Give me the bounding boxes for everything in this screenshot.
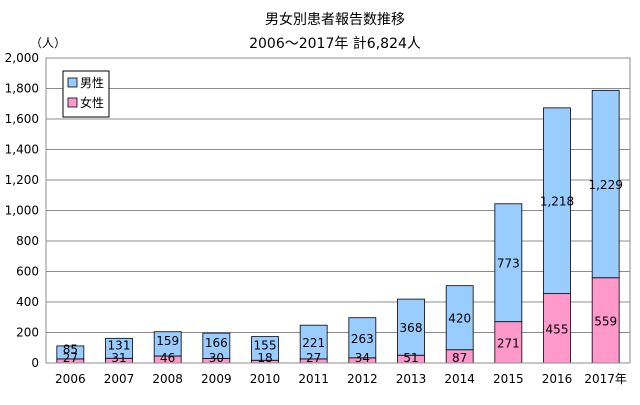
x-tick-label: 2014 bbox=[444, 372, 475, 386]
bar-segment-female bbox=[494, 321, 523, 364]
y-tick-label: 0 bbox=[31, 356, 39, 370]
data-label: 221 bbox=[302, 336, 325, 350]
bar-segment-male bbox=[348, 317, 377, 359]
data-labels: 2785311314615930166181552722134263513688… bbox=[63, 178, 623, 365]
y-tick-label: 1,200 bbox=[5, 173, 39, 187]
y-tick-label: 2,000 bbox=[5, 51, 39, 65]
data-label: 1,229 bbox=[588, 178, 622, 192]
data-label: 87 bbox=[452, 351, 467, 365]
y-tick-label: 1,800 bbox=[5, 82, 39, 96]
bar-segment-male bbox=[445, 285, 474, 351]
bar-segment-male bbox=[202, 332, 231, 359]
y-tick-label: 400 bbox=[16, 295, 39, 309]
legend-swatch bbox=[67, 97, 78, 108]
x-tick-label: 2009 bbox=[201, 372, 232, 386]
x-tick-label: 2017年 bbox=[584, 372, 627, 386]
data-label: 271 bbox=[497, 336, 520, 350]
x-tick-label: 2006 bbox=[55, 372, 86, 386]
x-tick-label: 2007 bbox=[104, 372, 135, 386]
bar-segment-male bbox=[153, 331, 182, 357]
data-label: 18 bbox=[257, 351, 272, 365]
data-label: 420 bbox=[448, 312, 471, 326]
y-tick-label: 800 bbox=[16, 234, 39, 248]
data-label: 131 bbox=[108, 338, 131, 352]
y-tick-label: 1,400 bbox=[5, 143, 39, 157]
plot-area-border bbox=[45, 57, 631, 364]
legend-swatch bbox=[67, 77, 78, 88]
x-tick-label: 2011 bbox=[298, 372, 329, 386]
x-tick-label: 2015 bbox=[493, 372, 524, 386]
bar-segment-male bbox=[56, 345, 85, 360]
x-tick-label: 2016 bbox=[542, 372, 573, 386]
bar-segment-female bbox=[543, 293, 571, 364]
data-label: 263 bbox=[351, 332, 374, 346]
bar-segment-male bbox=[591, 89, 620, 279]
data-label: 30 bbox=[209, 351, 224, 365]
data-label: 155 bbox=[254, 338, 277, 352]
data-label: 368 bbox=[400, 321, 423, 335]
bar-segment-male bbox=[397, 298, 425, 356]
data-label: 85 bbox=[63, 342, 78, 356]
bar-segment-male bbox=[494, 203, 523, 323]
bars bbox=[56, 89, 620, 364]
x-tick-label: 2008 bbox=[152, 372, 183, 386]
data-label: 31 bbox=[111, 351, 126, 365]
bar-segment-male bbox=[105, 337, 133, 359]
chart-subtitle: 2006～2017年 計6,824人 bbox=[249, 36, 421, 52]
data-label: 1,218 bbox=[540, 195, 574, 209]
gridlines bbox=[46, 57, 630, 364]
chart-title: 男女別患者報告数推移 bbox=[265, 11, 405, 28]
y-axis-ticks: 0 200 400 600 800 1,000 1,200 1,400 1,600 1,800 2,… bbox=[5, 51, 39, 370]
bar-segment-male bbox=[251, 336, 279, 361]
x-tick-label: 2010 bbox=[250, 372, 281, 386]
data-label: 34 bbox=[355, 351, 370, 365]
x-tick-label: 2013 bbox=[396, 372, 427, 386]
y-tick-label: 1,600 bbox=[5, 112, 39, 126]
data-label: 166 bbox=[205, 336, 228, 350]
legend-label: 女性 bbox=[80, 95, 104, 110]
x-tick-label: 2012 bbox=[347, 372, 378, 386]
data-label: 455 bbox=[546, 322, 569, 336]
y-tick-label: 600 bbox=[16, 265, 39, 279]
y-axis-unit-label: （人） bbox=[30, 36, 66, 50]
bar-segment-male bbox=[299, 324, 328, 360]
data-label: 559 bbox=[594, 314, 617, 328]
data-label: 773 bbox=[497, 257, 520, 271]
axes bbox=[45, 57, 631, 364]
bar-segment-male bbox=[543, 107, 571, 295]
y-tick-label: 200 bbox=[16, 326, 39, 340]
x-axis-ticks: 2006 2007 2008 2009 2010 2011 2012 2013 2014 2015… bbox=[55, 372, 627, 386]
data-label: 159 bbox=[156, 334, 179, 348]
data-label: 27 bbox=[63, 351, 78, 365]
data-label: 46 bbox=[160, 351, 175, 365]
legend-label: 男性 bbox=[80, 76, 104, 90]
data-label: 27 bbox=[306, 351, 321, 365]
y-tick-label: 1,000 bbox=[5, 204, 39, 218]
data-label: 51 bbox=[403, 351, 418, 365]
